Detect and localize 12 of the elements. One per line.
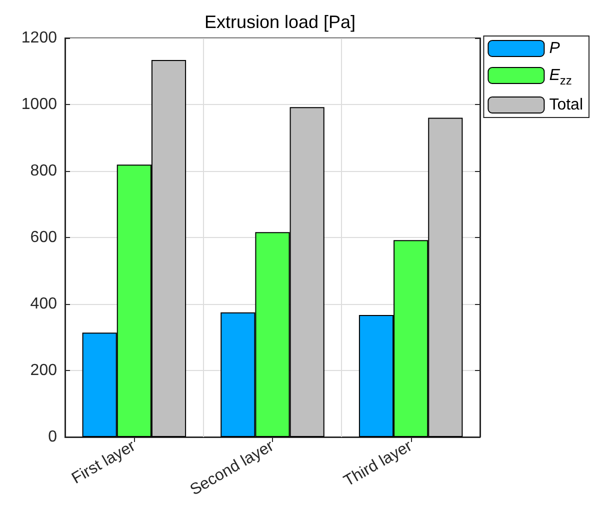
y-tick-label: 800	[30, 162, 58, 180]
chart-title: Extrusion load [Pa]	[204, 12, 356, 32]
legend-label: Total	[549, 96, 583, 114]
legend-label: P	[549, 40, 560, 57]
y-tick-label: 1000	[21, 96, 58, 113]
y-tick-label: 400	[30, 296, 58, 312]
y-tick-label: 0	[48, 428, 58, 446]
x-tick-label: Third layer	[341, 437, 416, 490]
y-tick-label: 1200	[21, 30, 58, 46]
y-tick-label: 200	[30, 362, 58, 379]
y-tick-label: 600	[30, 229, 58, 246]
x-tick-label: First layer	[69, 437, 139, 488]
